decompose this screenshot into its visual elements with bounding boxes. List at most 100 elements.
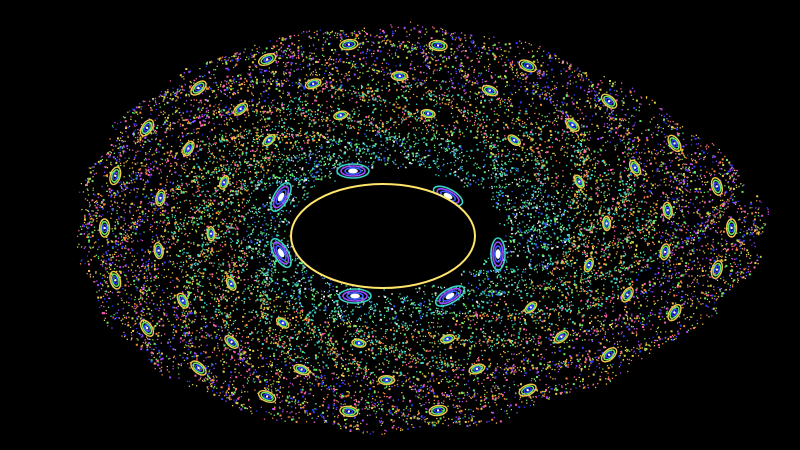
orbit-point (650, 260, 652, 263)
orbit-point (563, 327, 566, 330)
orbit-point (601, 255, 603, 257)
orbit-point (331, 342, 333, 344)
orbit-point (665, 143, 667, 145)
orbit-point (258, 183, 260, 186)
orbit-point (505, 183, 507, 185)
orbit-point (271, 376, 274, 378)
orbit-point (494, 158, 496, 160)
orbit-point (232, 334, 234, 337)
orbit-point (457, 292, 460, 294)
orbit-point (216, 286, 219, 288)
orbit-point (522, 280, 524, 282)
orbit-point (137, 274, 140, 276)
orbit-point (194, 272, 196, 275)
orbit-point (608, 193, 610, 195)
orbit-point (313, 331, 315, 333)
orbit-point (740, 207, 743, 210)
orbit-point (290, 201, 292, 203)
orbit-point (498, 388, 500, 390)
orbit-point (473, 269, 475, 271)
orbit-point (594, 227, 596, 229)
orbit-point (250, 133, 252, 135)
orbit-point (328, 404, 330, 406)
orbit-point (607, 140, 609, 142)
orbit-point (228, 386, 230, 388)
orbit-point (597, 349, 599, 352)
orbit-point (340, 309, 342, 312)
orbit-point (430, 366, 432, 368)
orbit-point (687, 329, 689, 331)
orbit-point (595, 179, 598, 182)
orbit-point (161, 366, 163, 368)
orbit-point (469, 315, 471, 317)
orbit-point (236, 116, 238, 118)
orbit-point (266, 338, 268, 340)
orbit-point (176, 93, 178, 95)
orbit-point (262, 298, 265, 300)
orbit-point (223, 367, 225, 370)
orbit-point (512, 268, 514, 270)
orbit-point (216, 116, 219, 119)
orbit-point (536, 204, 538, 206)
orbit-point (433, 105, 435, 107)
orbit-point (748, 266, 750, 268)
orbit-point (538, 113, 540, 115)
orbit-point (511, 326, 514, 328)
orbit-point (677, 322, 679, 324)
orbit-point (408, 82, 410, 84)
orbit-point (418, 354, 420, 356)
orbit-point (333, 52, 335, 54)
orbit-point (636, 333, 638, 335)
orbit-point (711, 294, 714, 297)
orbit-point (629, 89, 631, 92)
orbit-point (484, 350, 486, 352)
orbit-point (611, 197, 614, 200)
orbit-point (503, 397, 506, 400)
orbit-point (594, 316, 597, 319)
orbit-point (636, 203, 638, 205)
orbit-point (232, 66, 235, 69)
orbit-point (505, 342, 507, 345)
orbit-point (419, 120, 421, 122)
orbit-point (316, 34, 318, 36)
orbit-point (184, 334, 187, 336)
orbit-point (219, 89, 222, 92)
orbit-point (477, 118, 480, 120)
orbit-point (237, 241, 240, 243)
orbit-point (205, 365, 207, 367)
orbit-point (581, 315, 584, 318)
orbit-point (355, 102, 357, 104)
orbit-point (407, 116, 409, 118)
orbit-point (679, 192, 681, 194)
orbit-point (407, 372, 409, 374)
orbit-point (243, 403, 245, 406)
orbit-point (573, 275, 576, 278)
orbit-point (272, 272, 274, 274)
orbit-point (323, 326, 325, 328)
orbit-point (595, 91, 597, 93)
orbit-point (614, 213, 616, 216)
orbit-point (692, 296, 694, 298)
orbit-point (499, 298, 501, 300)
orbit-point (525, 286, 528, 288)
orbit-point (559, 211, 561, 213)
orbit-point (499, 310, 501, 312)
orbit-point (526, 202, 528, 204)
orbit-point (562, 242, 564, 244)
orbit-point (128, 125, 131, 127)
orbit-point (588, 197, 591, 200)
orbit-point (181, 184, 183, 186)
orbit-point (313, 368, 316, 371)
orbit-point (304, 362, 307, 364)
orbit-point (507, 155, 509, 157)
orbit-point (496, 163, 499, 166)
orbit-point (244, 351, 247, 354)
orbit-point (721, 174, 724, 177)
orbit-point (270, 277, 273, 280)
orbit-point (341, 317, 343, 319)
orbit-point (322, 361, 324, 363)
orbit-point (688, 275, 690, 277)
orbit-point (753, 266, 756, 269)
orbit-point (369, 433, 371, 435)
orbit-point (150, 226, 152, 228)
